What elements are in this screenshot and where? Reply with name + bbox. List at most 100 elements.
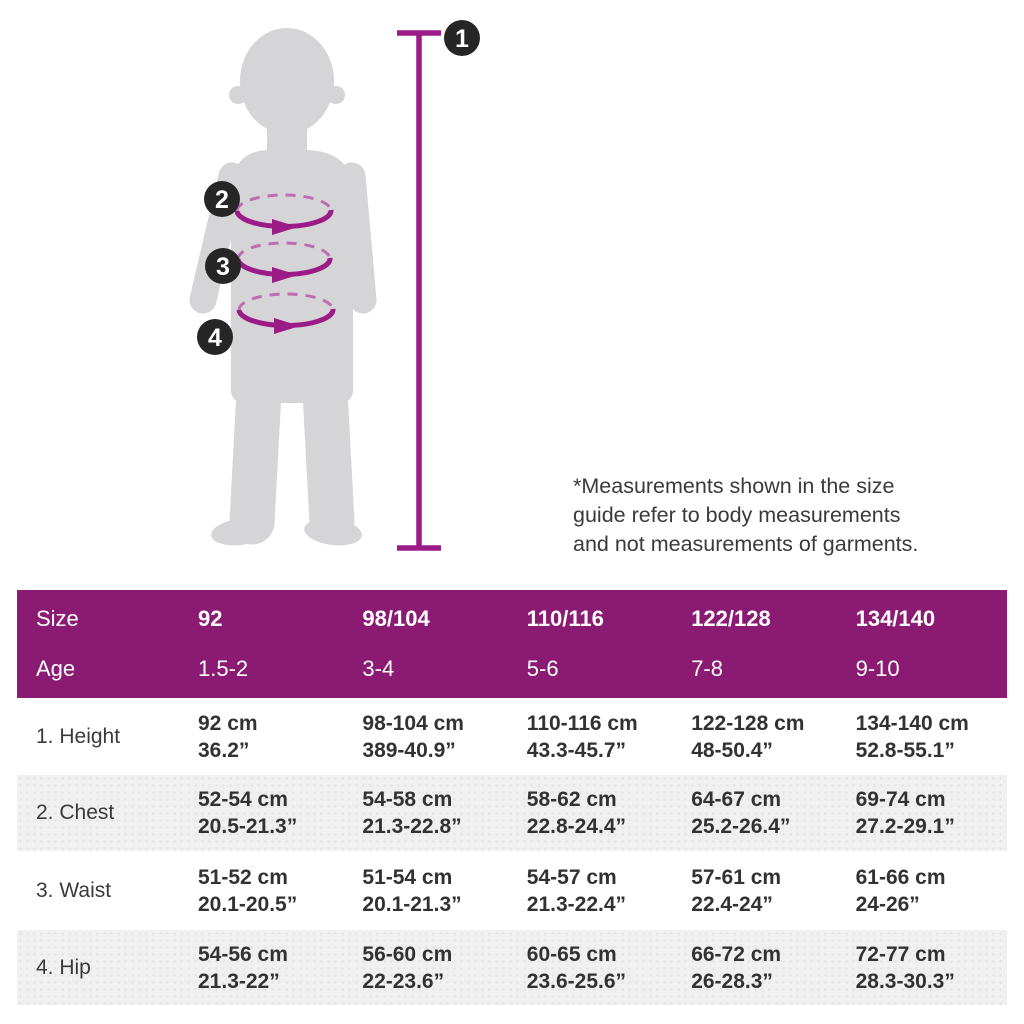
table-cell: 69-74 cm 27.2-29.1”	[843, 786, 1007, 840]
table-row-chest: 2. Chest 52-54 cm 20.5-21.3” 54-58 cm 21…	[17, 775, 1007, 851]
cm-value: 57-61 cm	[691, 865, 782, 889]
table-row-waist: 3. Waist 51-52 cm 20.1-20.5” 51-54 cm 20…	[17, 851, 1007, 930]
inch-value: 52.8-55.1”	[855, 738, 955, 762]
cm-value: 134-140 cm	[855, 711, 969, 735]
measurement-diagram: 1 2 3 4	[189, 20, 480, 551]
inch-value: 28.3-30.3”	[855, 969, 955, 993]
header-label-cell: Size Age	[17, 590, 185, 698]
table-cell: 51-54 cm 20.1-21.3”	[349, 864, 513, 918]
inch-value: 24-26”	[855, 892, 920, 916]
cm-value: 56-60 cm	[362, 942, 453, 966]
inch-value: 48-50.4”	[691, 738, 773, 762]
badge-3-waist: 3	[205, 248, 241, 284]
size-value: 92	[198, 606, 223, 631]
size-value: 134/140	[855, 606, 936, 631]
child-silhouette-icon	[189, 28, 377, 546]
note-line: guide refer to body measurements	[573, 503, 901, 527]
badge-4-number: 4	[208, 324, 222, 352]
age-value: 1.5-2	[198, 656, 249, 681]
age-value: 7-8	[691, 656, 723, 681]
table-row-height: 1. Height 92 cm 36.2” 98-104 cm 389-40.9…	[17, 698, 1007, 775]
table-cell: 54-57 cm 21.3-22.4”	[514, 864, 678, 918]
note-line: and not measurements of garments.	[573, 532, 919, 556]
header-col-122-128: 122/128 7-8	[678, 590, 842, 698]
header-col-98-104: 98/104 3-4	[349, 590, 513, 698]
table-cell: 54-56 cm 21.3-22”	[185, 941, 349, 995]
cm-value: 98-104 cm	[362, 711, 464, 735]
cm-value: 66-72 cm	[691, 942, 782, 966]
inch-value: 22.4-24”	[691, 892, 773, 916]
row-label: 1. Height	[36, 724, 121, 748]
cm-value: 51-54 cm	[362, 865, 453, 889]
header-col-110-116: 110/116 5-6	[514, 590, 678, 698]
inch-value: 23.6-25.6”	[526, 969, 627, 993]
table-cell: 51-52 cm 20.1-20.5”	[185, 864, 349, 918]
row-label: 4. Hip	[36, 955, 91, 979]
age-value: 3-4	[362, 656, 395, 681]
badge-2-chest: 2	[204, 181, 240, 217]
cm-value: 110-116 cm	[526, 711, 638, 735]
badge-3-number: 3	[216, 253, 230, 281]
cm-value: 69-74 cm	[855, 788, 946, 811]
table-cell: 52-54 cm 20.5-21.3”	[185, 786, 349, 840]
hip-tape-icon	[236, 292, 336, 334]
badge-1-number: 1	[455, 25, 469, 53]
table-cell: 60-65 cm 23.6-25.6”	[514, 941, 678, 995]
table-cell: 58-62 cm 22.8-24.4”	[514, 786, 678, 840]
cm-value: 92 cm	[198, 711, 258, 735]
size-value: 122/128	[691, 606, 771, 631]
cm-value: 54-57 cm	[526, 865, 617, 889]
age-value: 5-6	[526, 656, 559, 681]
badge-2-number: 2	[215, 186, 229, 214]
inch-value: 20.1-20.5”	[198, 892, 298, 916]
cm-value: 61-66 cm	[855, 865, 946, 889]
table-cell: 61-66 cm 24-26”	[843, 864, 1007, 918]
table-cell: 110-116 cm 43.3-45.7”	[514, 710, 678, 764]
header-col-92: 92 1.5-2	[185, 590, 349, 698]
inch-value: 20.5-21.3”	[198, 815, 298, 838]
waist-tape-icon	[235, 241, 333, 283]
table-cell: 92 cm 36.2”	[185, 710, 349, 764]
inch-value: 20.1-21.3”	[362, 892, 462, 916]
size-value: 98/104	[362, 606, 430, 631]
cm-value: 122-128 cm	[691, 711, 805, 735]
cm-value: 58-62 cm	[526, 788, 617, 811]
header-col-134-140: 134/140 9-10	[843, 590, 1007, 698]
age-label: Age	[36, 656, 76, 681]
inch-value: 21.3-22.8”	[362, 815, 462, 838]
badge-1-height: 1	[444, 20, 480, 56]
table-cell: 72-77 cm 28.3-30.3”	[843, 941, 1007, 995]
measurement-note: *Measurements shown in the size guide re…	[573, 472, 953, 559]
cm-value: 54-58 cm	[362, 788, 453, 811]
inch-value: 22-23.6”	[362, 969, 445, 993]
height-ruler-icon	[397, 30, 441, 551]
cm-value: 72-77 cm	[855, 942, 946, 966]
table-cell: 134-140 cm 52.8-55.1”	[843, 710, 1007, 764]
inch-value: 36.2”	[198, 738, 250, 762]
size-label: Size	[36, 606, 79, 631]
inch-value: 43.3-45.7”	[526, 738, 627, 762]
inch-value: 21.3-22.4”	[526, 892, 627, 916]
age-value: 9-10	[855, 656, 900, 681]
note-line: *Measurements shown in the size	[573, 474, 895, 498]
table-cell: 56-60 cm 22-23.6”	[349, 941, 513, 995]
table-cell: 122-128 cm 48-50.4”	[678, 710, 842, 764]
inch-value: 389-40.9”	[362, 738, 456, 762]
cm-value: 60-65 cm	[526, 942, 617, 966]
inch-value: 25.2-26.4”	[691, 815, 791, 838]
inch-value: 21.3-22”	[198, 969, 280, 993]
badge-4-hip: 4	[197, 319, 233, 355]
chest-tape-icon	[234, 193, 334, 235]
row-label: 2. Chest	[36, 801, 115, 824]
inch-value: 26-28.3”	[691, 969, 773, 993]
size-table: Size Age 92 1.5-2 98/104 3-4 110/116 5-6…	[17, 590, 1007, 1005]
inch-value: 27.2-29.1”	[855, 815, 955, 838]
table-cell: 57-61 cm 22.4-24”	[678, 864, 842, 918]
table-cell: 54-58 cm 21.3-22.8”	[349, 786, 513, 840]
cm-value: 64-67 cm	[691, 788, 782, 811]
size-table-header: Size Age 92 1.5-2 98/104 3-4 110/116 5-6…	[17, 590, 1007, 698]
row-label: 3. Waist	[36, 878, 112, 902]
table-cell: 66-72 cm 26-28.3”	[678, 941, 842, 995]
table-cell: 98-104 cm 389-40.9”	[349, 710, 513, 764]
